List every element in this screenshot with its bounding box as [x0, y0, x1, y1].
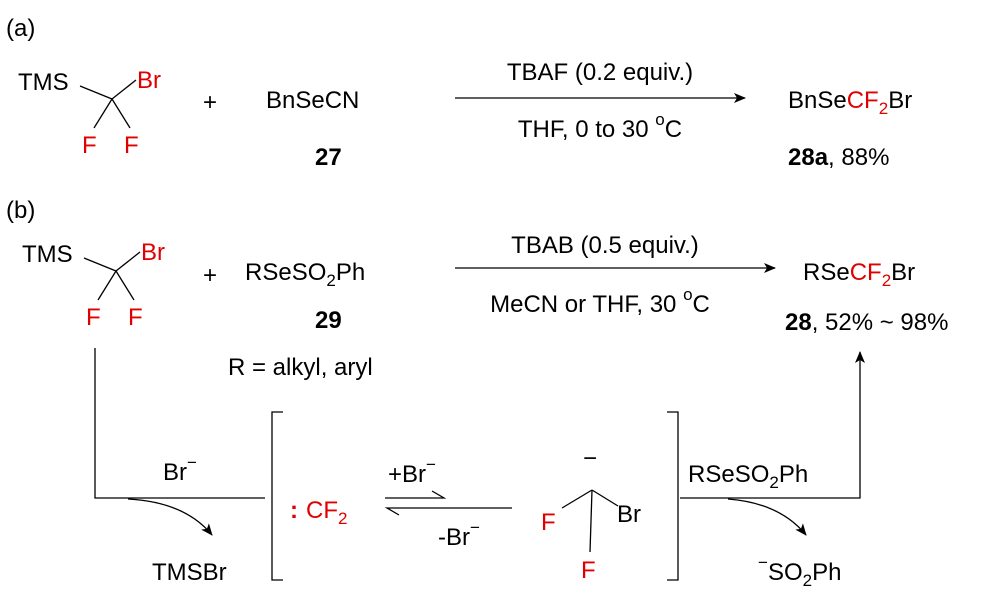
- text: RSe: [803, 259, 850, 286]
- bond: [591, 489, 619, 507]
- compound-number: 27: [315, 144, 342, 171]
- label: (b): [6, 197, 35, 224]
- subscript: 2: [326, 271, 335, 290]
- atom: TMS: [18, 69, 69, 96]
- reagent-1: TMS Br F F: [18, 67, 161, 159]
- condition: TBAB (0.5 equiv.): [511, 232, 699, 259]
- text: CF: [850, 259, 882, 286]
- compound-number: 28: [785, 309, 812, 336]
- atom: F: [581, 557, 596, 584]
- text: Ph: [336, 259, 365, 286]
- product: RSeCF2Br: [803, 259, 915, 290]
- atom: F: [541, 509, 556, 536]
- equilibrium-arrow: [384, 507, 512, 516]
- anion: − F F Br: [541, 445, 641, 584]
- superscript: −: [470, 518, 480, 537]
- atom: F: [124, 132, 139, 159]
- product: BnSeCF2Br: [788, 87, 912, 118]
- condition: TBAF (0.2 equiv.): [507, 59, 693, 86]
- label: (a): [6, 15, 35, 42]
- pathway-line: [680, 351, 865, 499]
- bond: [111, 98, 131, 129]
- atom: Br: [137, 67, 161, 94]
- text: CF: [847, 87, 879, 114]
- bond: [589, 489, 593, 553]
- superscript: −: [187, 453, 197, 472]
- text: THF, 0 to 30: [518, 116, 655, 143]
- condition: -Br−: [438, 518, 480, 551]
- atom: TMS: [22, 241, 73, 268]
- text: CF: [306, 497, 338, 524]
- reagent: Br−: [163, 453, 197, 486]
- bracket: [271, 411, 283, 581]
- text: -Br: [438, 524, 470, 551]
- atom: Br: [617, 501, 641, 528]
- text: :: [290, 497, 298, 524]
- plus: +: [203, 262, 217, 289]
- condition: THF, 0 to 30 oC: [518, 110, 682, 143]
- superscript: −: [426, 455, 436, 474]
- compound-number: 29: [315, 307, 342, 334]
- note: R = alkyl, aryl: [228, 354, 373, 381]
- text: , 52% ~ 98%: [812, 309, 949, 336]
- text: BnSe: [788, 87, 847, 114]
- text: RSeSO: [245, 259, 326, 286]
- superscript: o: [655, 110, 664, 129]
- condition: +Br−: [388, 455, 436, 488]
- subscript: 2: [882, 271, 891, 290]
- bond: [111, 79, 137, 100]
- bond: [93, 98, 113, 129]
- subscript: 2: [338, 509, 347, 528]
- carbene: : CF2: [290, 497, 347, 528]
- reagent-2: RSeSO2Ph: [245, 259, 365, 290]
- bond: [79, 85, 113, 100]
- atom: Br: [141, 239, 165, 266]
- text: +Br: [388, 461, 426, 488]
- text: MeCN or THF, 30: [490, 291, 683, 318]
- atom: F: [82, 132, 97, 159]
- byproduct: −SO2Ph: [758, 553, 841, 590]
- text: Br: [163, 459, 187, 486]
- plus: +: [203, 89, 217, 116]
- condition: MeCN or THF, 30 oC: [490, 285, 710, 318]
- compound-number: 28a: [788, 144, 829, 171]
- product-yield: 28a, 88%: [788, 144, 889, 171]
- text: Br: [891, 259, 915, 286]
- subscript: 2: [769, 473, 778, 492]
- pathway-line: [94, 348, 265, 499]
- product-yield: 28, 52% ~ 98%: [785, 309, 948, 336]
- curved-arrow: [727, 498, 807, 536]
- bond: [561, 489, 593, 509]
- subscript: 2: [803, 571, 812, 590]
- reagent-1: TMS Br F F: [22, 239, 165, 331]
- text: Br: [888, 87, 912, 114]
- bond: [115, 251, 141, 272]
- byproduct: TMSBr: [152, 559, 227, 586]
- charge: −: [583, 445, 597, 472]
- text: SO: [768, 559, 803, 586]
- text: C: [693, 291, 710, 318]
- atom: F: [86, 304, 101, 331]
- bracket: [667, 411, 679, 581]
- bond: [83, 257, 117, 272]
- text: , 88%: [828, 144, 889, 171]
- equilibrium-arrow: [385, 490, 447, 499]
- reagent-2: BnSeCN: [266, 87, 359, 114]
- superscript: o: [683, 285, 692, 304]
- text: Ph: [779, 461, 808, 488]
- superscript: −: [758, 553, 768, 572]
- text: RSeSO: [688, 461, 769, 488]
- curved-arrow: [127, 498, 213, 536]
- subscript: 2: [879, 99, 888, 118]
- bond: [97, 270, 117, 301]
- text: C: [665, 116, 682, 143]
- reagent: RSeSO2Ph: [688, 461, 808, 492]
- atom: F: [128, 304, 143, 331]
- bond: [115, 270, 135, 301]
- text: Ph: [812, 559, 841, 586]
